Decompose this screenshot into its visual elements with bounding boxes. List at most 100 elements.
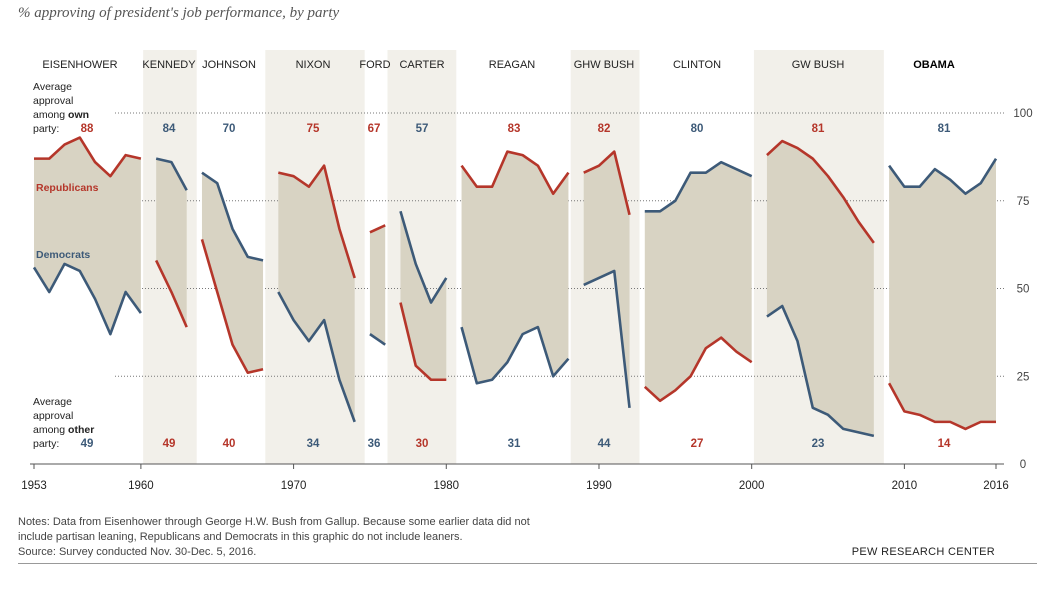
presidency-name-gw-bush: GW BUSH [792,59,845,71]
source-line: Source: Survey conducted Nov. 30-Dec. 5,… [18,546,257,558]
gap-fills [34,137,996,436]
republicans-series-label: Republicans [36,182,99,194]
gap-fill-ghw-bush [583,151,630,408]
y-tick-label-75: 75 [1017,196,1030,208]
democrats-series-label: Democrats [36,249,90,261]
other-party-average-ford: 36 [368,438,381,450]
presidency-name-eisenhower: EISENHOWER [42,59,117,71]
average-labels: 88 49 84 49 70 40 75 34 67 36 57 30 83 31 82 44 80 27 81 23… [81,123,951,450]
x-tick-label-1970: 1970 [281,480,307,492]
republican-line-clinton [643,336,753,403]
other-party-average-johnson: 40 [223,438,236,450]
other-party-average-clinton: 27 [691,438,704,450]
gap-fill-eisenhower [34,137,141,335]
series-lines [32,136,998,438]
republican-line-nixon [278,164,356,279]
gap-fill-nixon [278,165,355,422]
other-label-line3: among other [33,424,94,436]
own-party-average-kennedy: 84 [163,123,176,135]
other-party-average-reagan: 31 [508,438,521,450]
other-label-line4: party: [33,438,59,450]
own-party-average-clinton: 80 [691,123,704,135]
approval-chart: EISENHOWER KENNEDY JOHNSON NIXON FORD CARTER R… [21,50,1033,492]
presidency-name-johnson: JOHNSON [202,59,256,71]
other-party-average-obama: 14 [938,438,951,450]
democrat-line-nixon [277,291,356,423]
other-party-average-nixon: 34 [307,438,320,450]
democrat-line-obama [888,157,998,196]
democrat-line-ghw-bush [583,269,631,408]
own-party-average-ford: 67 [368,123,381,135]
x-tick-label-2000: 2000 [739,480,765,492]
own-party-average-obama: 81 [938,123,951,135]
gap-fill-ford [369,225,386,345]
gap-fill-obama [889,158,996,429]
own-party-average-ghw-bush: 82 [598,123,611,135]
presidency-name-reagan: REAGAN [489,59,536,71]
presidency-name-clinton: CLINTON [673,59,721,71]
x-tick-label-2010: 2010 [892,480,918,492]
presidency-name-ghw-bush: GHW BUSH [574,59,635,71]
own-label-line3: among own [33,109,89,121]
gap-fill-gw-bush [766,141,874,436]
presidency-name-obama: OBAMA [913,59,955,71]
x-tick-label-1953: 1953 [21,480,47,492]
gap-fill-reagan [461,151,569,384]
presidency-name-nixon: NIXON [296,59,331,71]
bottom-rule [18,563,1037,564]
democrat-line-eisenhower [32,262,142,336]
x-tick-label-1960: 1960 [128,480,154,492]
own-party-average-eisenhower: 88 [81,123,94,135]
democrat-line-reagan [460,325,570,385]
own-label-line1: Average [33,81,72,93]
chart-title: % approving of president's job performan… [18,5,340,21]
x-tick-label-2016: 2016 [983,480,1009,492]
democrat-line-ford [369,333,386,346]
other-party-average-carter: 30 [416,438,429,450]
democrat-line-gw-bush [766,304,875,438]
democrat-line-clinton [644,160,753,213]
other-party-average-gw-bush: 23 [812,438,825,450]
own-party-average-reagan: 83 [508,123,521,135]
gap-fill-clinton [644,162,752,401]
presidency-name-kennedy: KENNEDY [142,59,196,71]
y-tick-label-0: 0 [1020,459,1026,471]
democrat-line-johnson [201,171,264,262]
democrat-line-kennedy [155,157,188,191]
y-tick-label-100: 100 [1013,108,1032,120]
other-party-average-ghw-bush: 44 [598,438,611,450]
republican-line-gw-bush [766,139,875,244]
x-tick-label-1990: 1990 [586,480,612,492]
republican-line-carter [399,302,447,382]
republican-line-obama [887,382,996,431]
y-tick-label-25: 25 [1017,371,1030,383]
other-party-average-kennedy: 49 [163,438,176,450]
presidency-names: EISENHOWER KENNEDY JOHNSON NIXON FORD CARTER R… [42,59,954,71]
republican-line-ford [369,224,386,234]
band-carter [387,50,457,464]
presidency-name-ford: FORD [359,59,390,71]
gap-fill-johnson [201,172,264,373]
other-party-average-eisenhower: 49 [81,438,94,450]
republican-line-eisenhower [34,136,142,178]
own-party-average-johnson: 70 [223,123,236,135]
own-label-line2: approval [33,95,73,107]
republican-line-reagan [460,150,570,196]
republican-line-johnson [200,238,264,375]
own-party-average-carter: 57 [416,123,429,135]
axis-ticks: 0 25 50 75 100 1953 1960 1970 1980 1990 2000 2010 20… [21,108,1032,492]
other-label-line1: Average [33,396,72,408]
notes: Notes: Data from Eisenhower through Geor… [18,515,578,560]
y-tick-label-50: 50 [1017,284,1030,296]
own-party-average-nixon: 75 [307,123,320,135]
democrat-line-carter [399,210,448,304]
presidency-name-carter: CARTER [399,59,444,71]
gap-fill-kennedy [156,158,187,328]
notes-line-1: Notes: Data from Eisenhower through Geor… [18,516,530,528]
republican-line-ghw-bush [583,150,631,216]
other-label-line2: approval [33,410,73,422]
x-tick-label-1980: 1980 [433,480,459,492]
own-party-average-gw-bush: 81 [812,123,825,135]
republican-line-kennedy [154,259,188,328]
notes-line-2: include partisan leaning, Republicans an… [18,531,463,543]
